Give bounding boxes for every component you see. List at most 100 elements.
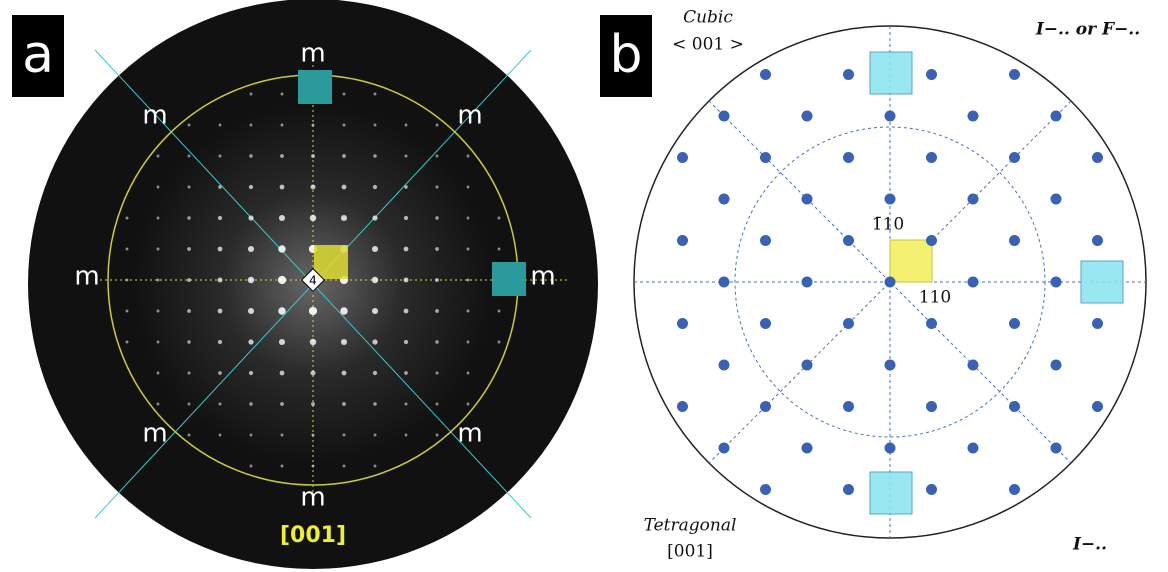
corner-label: I−.. or F−..: [1035, 20, 1140, 40]
diffraction-spot: [498, 217, 501, 220]
reflection-dot: [1051, 194, 1062, 205]
diffraction-spot: [373, 154, 376, 157]
diffraction-spot: [249, 371, 253, 375]
reflection-dot: [1092, 318, 1103, 329]
corner-label: I−..: [1072, 535, 1107, 555]
reflection-dot: [843, 484, 854, 495]
reflection-dot: [1092, 235, 1103, 246]
mirror-label: m: [142, 419, 167, 449]
reflection-dot: [760, 69, 771, 80]
diffraction-spot: [219, 434, 222, 437]
diffraction-spot: [372, 246, 378, 252]
reflection-dot: [885, 443, 896, 454]
diffraction-spot: [403, 277, 408, 282]
diffraction-spot: [342, 154, 346, 158]
figure: 4 m m m m m m m m [001] a 1̄10 110 Cubic…: [0, 0, 1168, 572]
window: [1081, 261, 1123, 303]
diffraction-spot: [341, 215, 347, 221]
reflection-dot: [968, 194, 979, 205]
diffraction-spot: [404, 216, 408, 220]
diffraction-spot: [249, 154, 252, 157]
diffraction-spot: [373, 371, 377, 375]
diffraction-spot: [250, 434, 253, 437]
panel-b: 1̄10 110 Cubic < 001 > I−.. or F−.. Tetr…: [600, 8, 1146, 562]
mirror-label: m: [300, 483, 325, 513]
mirror-label: m: [457, 101, 482, 131]
diffraction-spot: [435, 309, 439, 313]
corner-label: < 001 >: [672, 35, 744, 55]
diffraction-spot: [498, 248, 501, 251]
diffraction-spot: [187, 340, 190, 343]
reflection-dot: [843, 69, 854, 80]
diffraction-spot: [126, 279, 129, 282]
diffraction-spot: [281, 434, 284, 437]
reflection-dot: [719, 277, 730, 288]
panel-label: b: [609, 25, 642, 85]
diffraction-spot: [280, 371, 285, 376]
diffraction-spot: [436, 155, 439, 158]
diffraction-spot: [467, 403, 470, 406]
diffraction-spot: [467, 341, 470, 344]
window: [890, 240, 932, 282]
diffraction-spot: [311, 154, 315, 158]
reflection-dot: [1009, 318, 1020, 329]
diffraction-spot: [126, 217, 129, 220]
reflection-dot: [843, 318, 854, 329]
diffraction-spot: [280, 154, 284, 158]
diffraction-spot: [405, 124, 408, 127]
reflection-dot: [1009, 235, 1020, 246]
diffraction-spot: [404, 247, 409, 252]
diffraction-spot: [467, 310, 470, 313]
diffraction-spot: [278, 245, 285, 252]
diffraction-spot: [342, 371, 347, 376]
diffraction-spot: [187, 309, 191, 313]
reflection-dot: [926, 69, 937, 80]
reflection-dot: [926, 401, 937, 412]
diffraction-spot: [435, 216, 438, 219]
diffraction-spot: [278, 307, 285, 314]
reflection-dot: [802, 194, 813, 205]
diffraction-spot: [279, 215, 285, 221]
diffraction-spot: [156, 278, 159, 281]
diffraction-spot: [280, 185, 285, 190]
diffraction-spot: [404, 340, 408, 344]
diffraction-spot: [374, 93, 377, 96]
reflection-dot: [802, 443, 813, 454]
diffraction-spot: [188, 403, 191, 406]
diffraction-spot: [498, 310, 501, 313]
reflection-dot: [760, 401, 771, 412]
reflection-dot: [885, 277, 896, 288]
diffraction-spot: [157, 186, 160, 189]
diffraction-spot: [248, 246, 254, 252]
diffraction-spot: [342, 402, 346, 406]
diffraction-spot: [404, 154, 407, 157]
window: [492, 262, 526, 296]
diffraction-spot: [312, 465, 315, 468]
diffraction-spot: [373, 185, 377, 189]
diffraction-spot: [467, 186, 470, 189]
corner-label: Tetragonal: [644, 516, 737, 536]
diffraction-spot: [343, 434, 346, 437]
reflection-dot: [843, 152, 854, 163]
diffraction-spot: [404, 309, 409, 314]
diffraction-spot: [278, 276, 286, 284]
reflection-dot: [677, 152, 688, 163]
mirror-label: m: [530, 262, 555, 292]
reflection-dot: [926, 235, 937, 246]
diffraction-spot: [498, 341, 501, 344]
diffraction-spot: [310, 184, 315, 189]
diffraction-spot: [188, 124, 191, 127]
reflection-dot: [1009, 69, 1020, 80]
diffraction-spot: [373, 402, 376, 405]
reflection-dot: [802, 360, 813, 371]
diffraction-spot: [467, 155, 470, 158]
reflection-dot: [968, 277, 979, 288]
diffraction-spot: [372, 215, 377, 220]
diffraction-spot: [435, 278, 439, 282]
reflection-dot: [885, 194, 896, 205]
diffraction-spot: [311, 433, 314, 436]
diffraction-spot: [126, 310, 129, 313]
diffraction-spot: [188, 434, 191, 437]
diffraction-spot: [248, 277, 254, 283]
diffraction-spot: [157, 310, 160, 313]
